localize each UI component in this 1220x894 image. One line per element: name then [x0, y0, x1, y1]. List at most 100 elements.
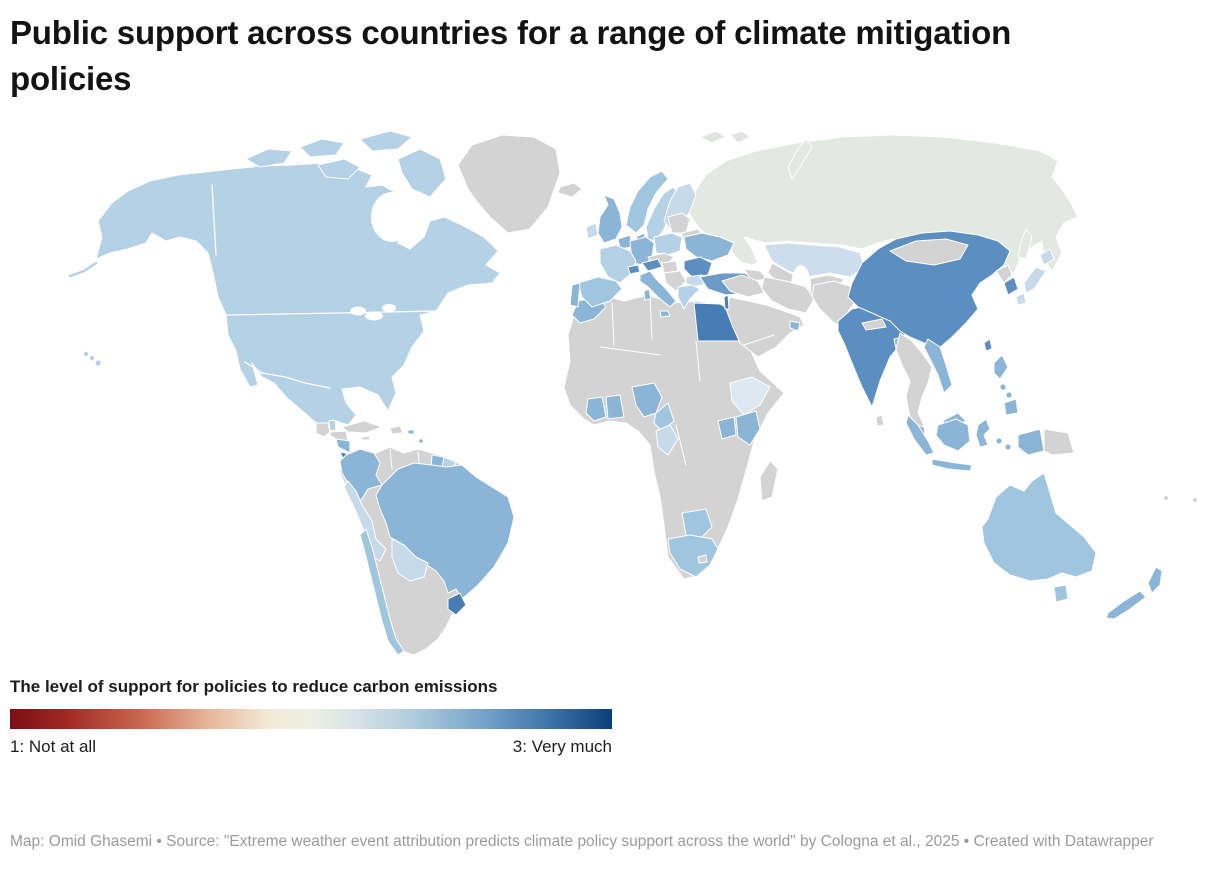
country-ethiopia[interactable] [729, 376, 771, 416]
country-brazil[interactable] [375, 462, 515, 600]
country-mainland-southeast-asia[interactable] [895, 332, 933, 434]
country-ivory-coast[interactable] [585, 396, 607, 422]
country-baltic-states[interactable] [667, 212, 691, 234]
country-philippines[interactable] [1000, 384, 1006, 390]
country-arctic-islands[interactable] [397, 148, 447, 198]
country-fiji[interactable] [1193, 498, 1197, 502]
country-belize[interactable] [328, 419, 337, 432]
country-taiwan[interactable] [983, 338, 993, 352]
country-svalbard[interactable] [729, 130, 751, 144]
great-lakes [382, 304, 396, 312]
country-peru[interactable] [343, 480, 387, 562]
country-austria[interactable] [641, 258, 663, 272]
country-sri-lanka[interactable] [875, 414, 885, 427]
country-iran[interactable] [761, 276, 815, 314]
country-south-africa[interactable] [667, 534, 719, 578]
country-svalbard[interactable] [699, 130, 727, 144]
country-russia[interactable] [1017, 228, 1033, 260]
country-israel[interactable] [723, 294, 730, 310]
border-usa-mexico [244, 361, 331, 389]
country-south-korea[interactable] [1003, 276, 1019, 296]
country-arctic-islands[interactable] [299, 138, 345, 158]
border-algeria [611, 302, 615, 346]
country-botswana[interactable] [681, 508, 713, 540]
country-japan[interactable] [1039, 248, 1055, 266]
country-arctic-islands[interactable] [317, 158, 361, 180]
country-united-kingdom[interactable] [597, 194, 623, 244]
country-uae[interactable] [789, 320, 801, 332]
country-new-zealand[interactable] [1105, 590, 1147, 620]
country-colombia[interactable] [339, 448, 383, 506]
country-indonesia[interactable] [905, 414, 935, 456]
border-usa-canada [225, 310, 437, 316]
country-italy[interactable] [643, 288, 652, 301]
country-australia[interactable] [1053, 584, 1069, 603]
country-arctic-islands[interactable] [245, 148, 293, 168]
legend: The level of support for policies to red… [10, 674, 612, 757]
country-jamaica[interactable] [361, 435, 371, 441]
border-alaska-canada [211, 184, 217, 256]
great-lakes [365, 311, 383, 321]
country-switzerland[interactable] [627, 264, 641, 275]
country-lesotho[interactable] [697, 554, 708, 564]
country-greece[interactable] [677, 284, 701, 310]
country-uganda[interactable] [717, 416, 737, 440]
country-indonesia[interactable] [931, 458, 973, 472]
country-poland[interactable] [653, 232, 683, 256]
country-papua-new-guinea[interactable] [1043, 428, 1075, 456]
country-arabian-peninsula[interactable] [725, 296, 805, 358]
country-russia[interactable] [787, 138, 813, 180]
country-hawaii[interactable] [83, 351, 89, 357]
country-aleutians[interactable] [68, 261, 98, 278]
country-congo[interactable] [655, 424, 679, 456]
country-kenya[interactable] [735, 410, 761, 446]
country-north-america[interactable] [95, 162, 501, 428]
country-indonesia[interactable] [935, 418, 971, 452]
country-mongolia[interactable] [889, 238, 969, 266]
country-romania[interactable] [683, 256, 713, 278]
country-new-caledonia[interactable] [1164, 496, 1168, 500]
country-indonesia[interactable] [1005, 444, 1011, 450]
country-china[interactable] [847, 230, 1011, 350]
country-balkans[interactable] [663, 270, 687, 292]
country-japan[interactable] [1015, 292, 1027, 306]
country-indonesia[interactable] [996, 438, 1002, 444]
country-indonesia[interactable] [1017, 428, 1045, 456]
country-nicaragua[interactable] [335, 438, 351, 454]
country-chile[interactable] [359, 528, 405, 656]
country-ireland[interactable] [585, 222, 599, 240]
hudson-bay [371, 192, 413, 242]
country-japan[interactable] [1023, 266, 1047, 294]
country-cuba[interactable] [341, 420, 383, 434]
country-guatemala[interactable] [315, 422, 331, 438]
country-australia[interactable] [981, 472, 1097, 582]
country-hawaii[interactable] [89, 355, 95, 361]
country-indonesia[interactable] [975, 418, 991, 448]
country-philippines[interactable] [1003, 398, 1019, 416]
country-italy[interactable] [639, 270, 677, 308]
country-north-korea[interactable] [995, 264, 1013, 284]
country-nepal[interactable] [861, 318, 887, 331]
country-philippines[interactable] [993, 354, 1009, 380]
country-hispaniola[interactable] [389, 425, 404, 435]
country-norway[interactable] [625, 170, 669, 234]
country-bolivia[interactable] [391, 538, 429, 582]
country-lesser-antilles[interactable] [419, 439, 423, 443]
country-uruguay[interactable] [447, 592, 467, 616]
legend-max-label: 3: Very much [512, 737, 612, 757]
country-ukraine[interactable] [683, 232, 735, 262]
country-arctic-islands[interactable] [359, 130, 413, 152]
country-hawaii[interactable] [95, 360, 101, 366]
country-greenland[interactable] [457, 134, 561, 234]
country-madagascar[interactable] [759, 460, 779, 502]
country-vietnam[interactable] [923, 338, 953, 394]
country-iceland[interactable] [557, 182, 583, 198]
country-italy[interactable] [659, 310, 671, 318]
country-puerto-rico[interactable] [407, 429, 415, 435]
country-ghana[interactable] [605, 394, 625, 420]
country-portugal[interactable] [569, 282, 581, 308]
country-philippines[interactable] [1006, 392, 1012, 398]
country-new-zealand[interactable] [1147, 566, 1163, 594]
country-iraq-syria[interactable] [721, 274, 765, 298]
country-spain[interactable] [577, 276, 623, 308]
